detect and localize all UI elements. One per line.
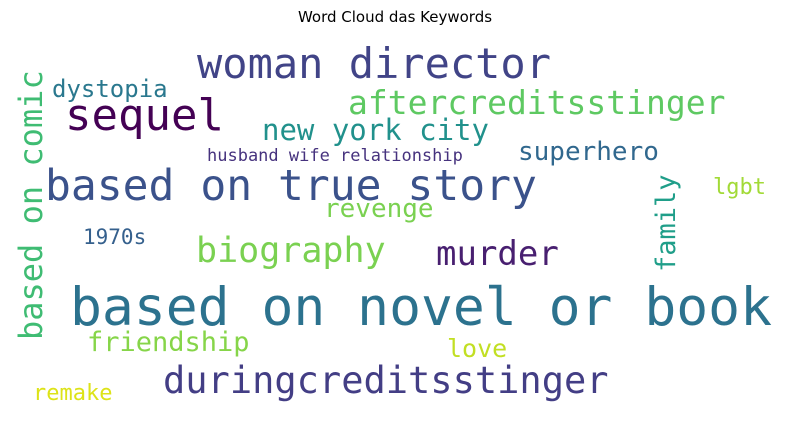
- word-aftercreditsstinger: aftercreditsstinger: [348, 83, 726, 122]
- word-new-york-city: new york city: [262, 113, 489, 147]
- word-sequel: sequel: [65, 90, 224, 141]
- chart-title: Word Cloud das Keywords: [297, 8, 493, 26]
- word-based-on-novel-or-book: based on novel or book: [70, 277, 772, 338]
- word-friendship: friendship: [87, 327, 250, 358]
- word-love: love: [447, 334, 507, 363]
- word-revenge: revenge: [324, 194, 434, 224]
- word-biography: biography: [196, 231, 386, 271]
- word-remake: remake: [33, 381, 112, 406]
- word-based-on-true-story: based on true story: [45, 161, 537, 211]
- word-duringcreditsstinger: duringcreditsstinger: [163, 359, 609, 402]
- word-murder: murder: [436, 234, 559, 274]
- word-husband-wife-relationship: husband wife relationship: [207, 146, 463, 166]
- word-superhero: superhero: [518, 137, 659, 167]
- word-lgbt: lgbt: [713, 175, 766, 200]
- word-woman-director: woman director: [197, 39, 551, 88]
- word-family: family: [651, 174, 682, 272]
- word-based-on-comic: based on comic: [12, 70, 50, 340]
- word-1970s: 1970s: [83, 225, 146, 249]
- word-dystopia: dystopia: [52, 75, 168, 103]
